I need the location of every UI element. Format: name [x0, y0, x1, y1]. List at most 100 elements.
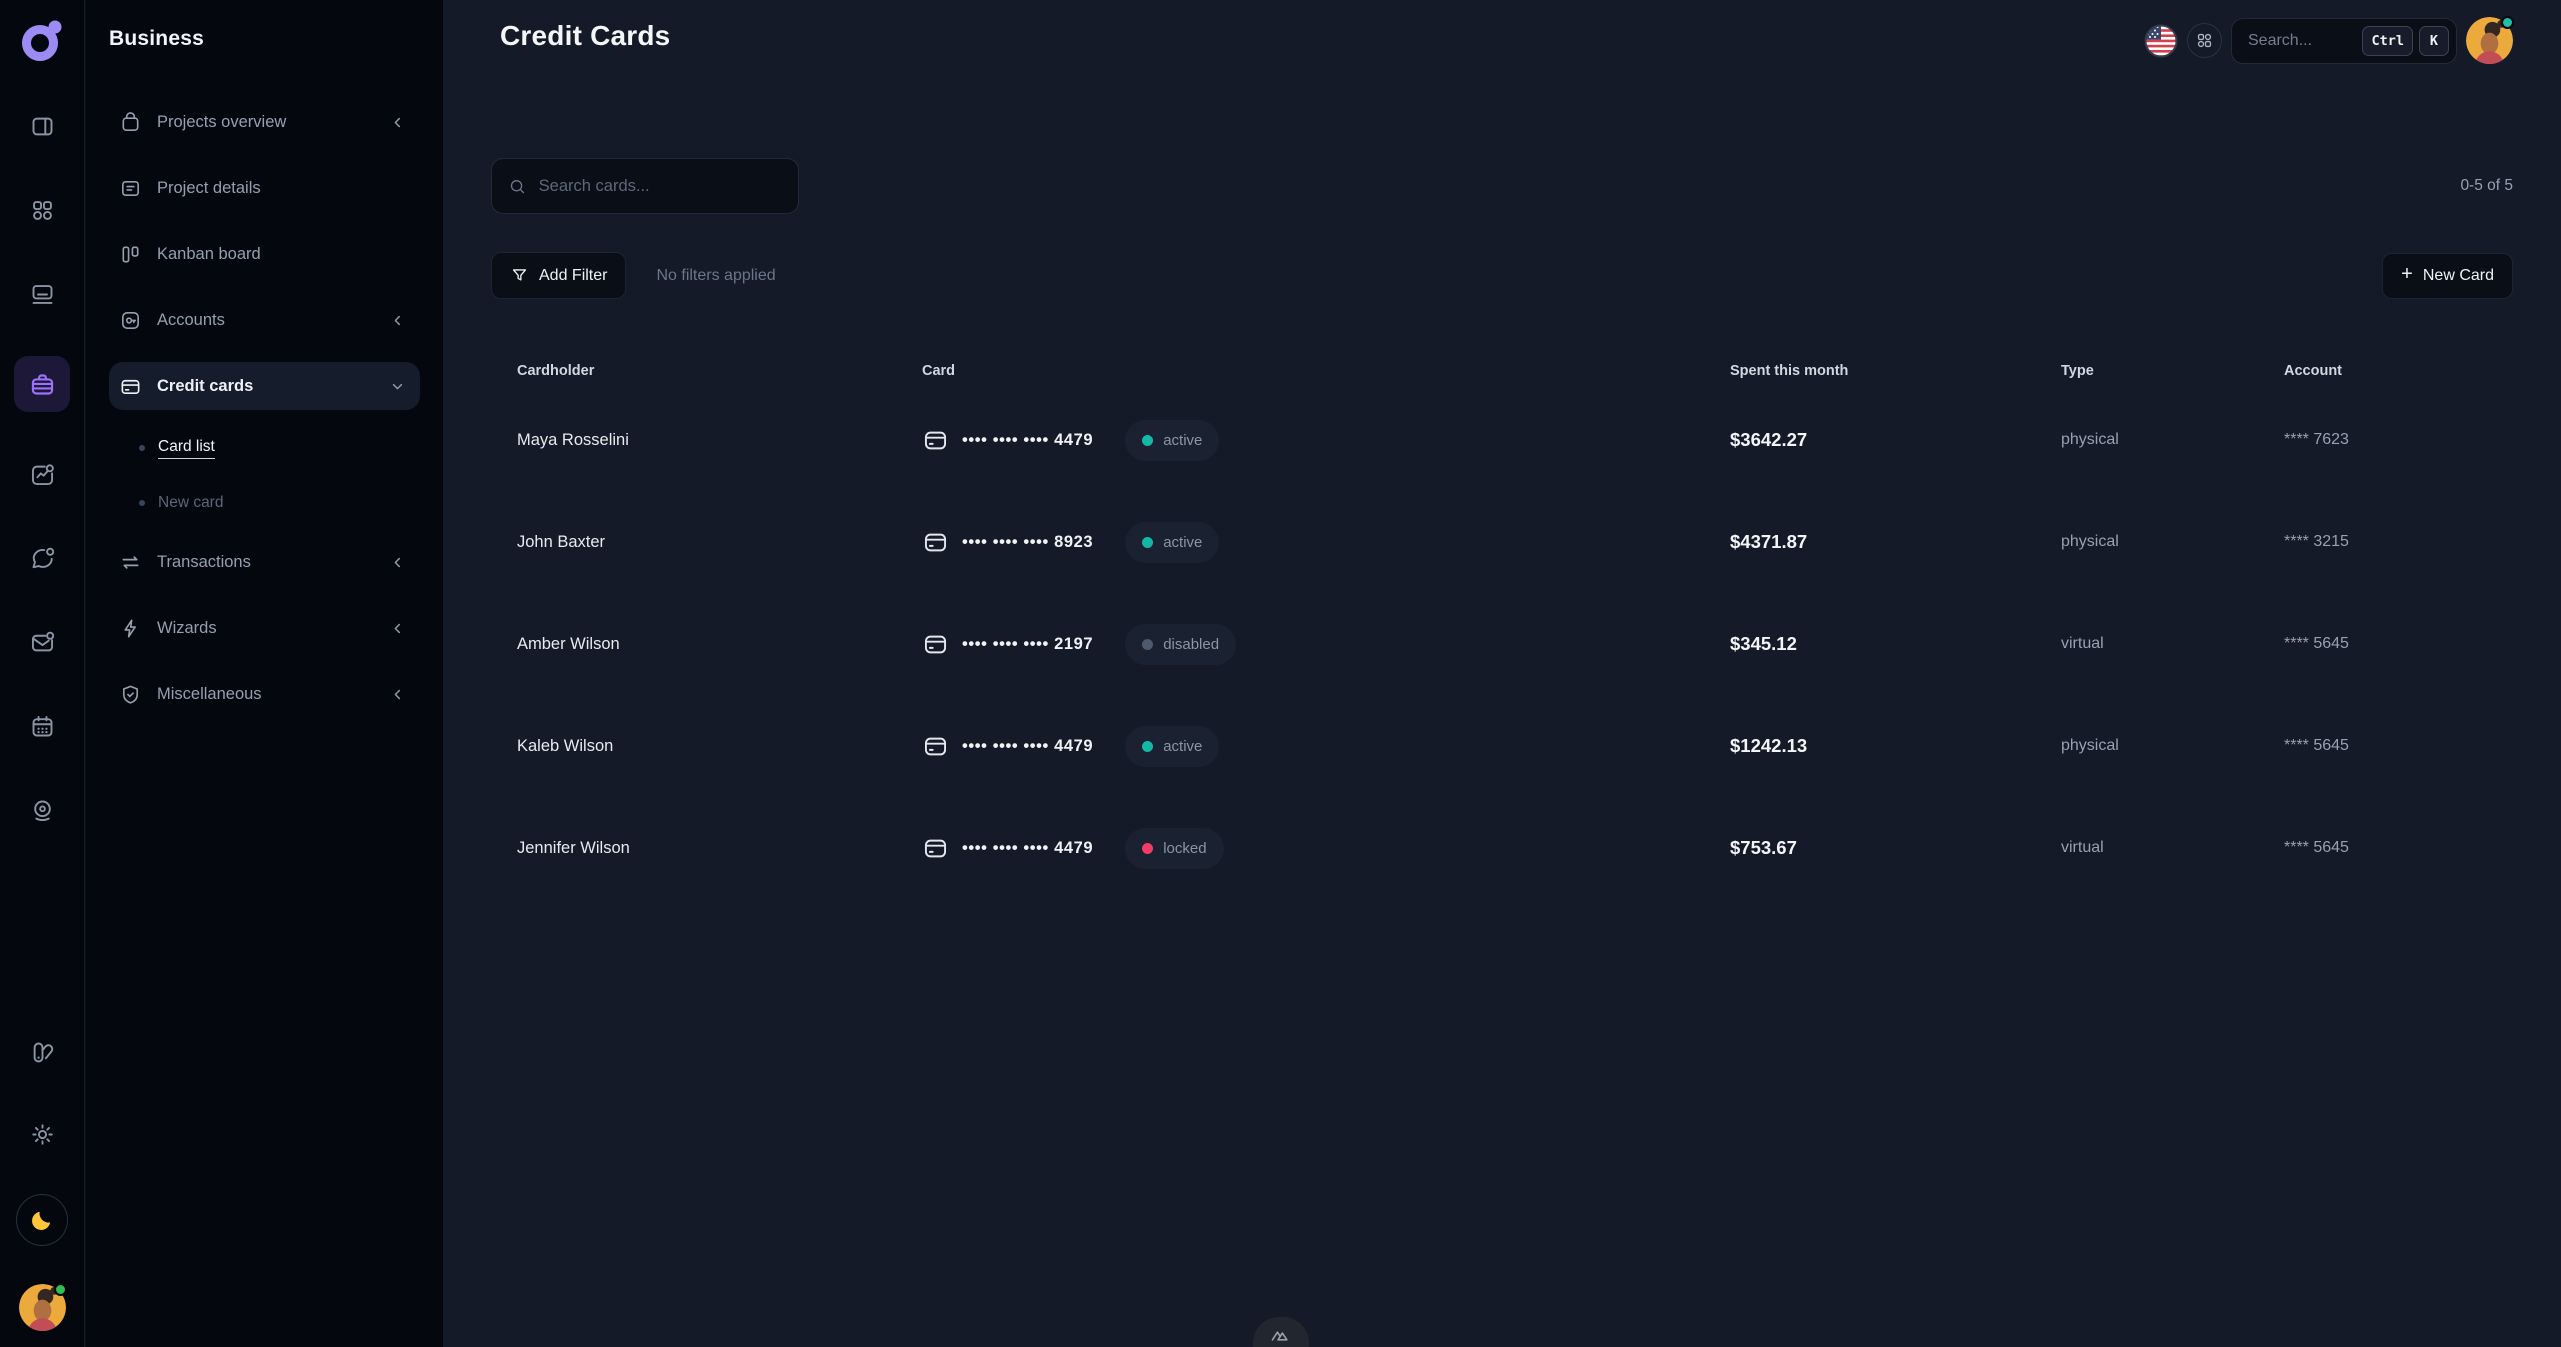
section-panel-icon[interactable] — [20, 272, 64, 316]
column-spent: Spent this month — [1730, 363, 1849, 379]
chevron-left-icon[interactable] — [389, 114, 406, 131]
icon-rail — [0, 0, 85, 1347]
credit-card-icon — [922, 835, 949, 862]
mail-icon[interactable] — [20, 620, 64, 664]
chevron-left-icon[interactable] — [389, 312, 406, 329]
theme-moon-icon[interactable] — [16, 1194, 68, 1246]
table-row[interactable]: Maya Rosselini •••• •••• •••• 4479 activ… — [491, 389, 2513, 491]
settings-gear-icon[interactable] — [20, 1112, 64, 1156]
topbar-actions: Search... Ctrl K — [2143, 16, 2514, 64]
masked-card-number: •••• •••• •••• 4479 — [962, 430, 1094, 449]
masked-card-number: •••• •••• •••• 8923 — [962, 532, 1094, 551]
column-type: Type — [2061, 363, 2094, 379]
sidebar-subitem-new-card[interactable]: New card — [109, 483, 420, 523]
key-square-icon — [122, 311, 139, 329]
briefcase-icon[interactable] — [14, 356, 70, 412]
sidebar-item-transactions[interactable]: Transactions — [109, 538, 420, 586]
apps-launcher-icon[interactable] — [2187, 23, 2222, 58]
table-row[interactable]: John Baxter •••• •••• •••• 8923 active $… — [491, 491, 2513, 593]
table-header: Cardholder Card Spent this month Type Ac… — [491, 353, 2513, 389]
webcam-icon[interactable] — [20, 788, 64, 832]
sidebar-nav: Projects overview Project details Kanban… — [109, 98, 420, 718]
spent-cell: $753.67 — [1730, 837, 1797, 858]
keycap-k: K — [2419, 25, 2449, 56]
status-badge: active — [1125, 419, 1220, 461]
sidebar-subitem-card-list[interactable]: Card list — [109, 428, 420, 468]
new-card-button[interactable]: + New Card — [2382, 252, 2513, 299]
cardholder-cell: John Baxter — [517, 532, 606, 551]
status-dot-icon — [1142, 638, 1154, 650]
status-label: locked — [1163, 839, 1207, 857]
cardholder-cell: Jennifer Wilson — [517, 838, 630, 857]
type-cell: physical — [2061, 533, 2119, 550]
status-dot-icon — [1142, 842, 1154, 854]
chat-bubble-icon[interactable] — [20, 536, 64, 580]
spent-cell: $3642.27 — [1730, 429, 1808, 450]
cardholder-cell: Kaleb Wilson — [517, 736, 614, 755]
spent-cell: $1242.13 — [1730, 735, 1808, 756]
sidebar: Business Projects overview Project detai… — [86, 0, 443, 1347]
sidebar-item-projects-overview[interactable]: Projects overview — [109, 98, 420, 146]
chevron-down-icon[interactable] — [389, 378, 406, 395]
sidebar-item-credit-cards[interactable]: Credit cards — [109, 362, 420, 410]
online-status-dot — [53, 1283, 67, 1296]
cardholder-cell: Maya Rosselini — [517, 430, 629, 449]
filters-status-text: No filters applied — [656, 266, 776, 284]
global-search-input[interactable]: Search... Ctrl K — [2231, 17, 2457, 64]
status-dot-icon — [1142, 740, 1154, 752]
sidebar-item-kanban-board[interactable]: Kanban board — [109, 230, 420, 278]
status-dot-icon — [1142, 434, 1154, 446]
type-cell: physical — [2061, 737, 2119, 754]
card-cell: •••• •••• •••• 8923 active — [922, 521, 1730, 563]
credit-card-icon — [922, 427, 949, 454]
type-cell: virtual — [2061, 839, 2104, 856]
spent-cell: $4371.87 — [1730, 531, 1808, 552]
sidebar-toggle-icon[interactable] — [20, 104, 64, 148]
apps-grid-icon[interactable] — [20, 188, 64, 232]
shield-check-icon — [122, 685, 139, 704]
online-status-dot — [2501, 16, 2514, 29]
add-filter-button[interactable]: Add Filter — [491, 252, 627, 299]
card-cell: •••• •••• •••• 4479 active — [922, 419, 1730, 461]
mountains-logo-icon — [1271, 1331, 1288, 1341]
user-avatar[interactable] — [2466, 16, 2514, 64]
masked-card-number: •••• •••• •••• 2197 — [962, 634, 1094, 653]
masked-card-number: •••• •••• •••• 4479 — [962, 736, 1094, 755]
language-flag-icon[interactable] — [2143, 23, 2178, 58]
credit-card-icon — [922, 631, 949, 658]
chevron-left-icon[interactable] — [389, 554, 406, 571]
app-logo[interactable] — [19, 18, 65, 64]
pagination-range: 0-5 of 5 — [2460, 177, 2513, 194]
cards-toolbar: 0-5 of 5 — [491, 158, 2513, 214]
table-row[interactable]: Kaleb Wilson •••• •••• •••• 4479 active … — [491, 695, 2513, 797]
chevron-left-icon[interactable] — [389, 620, 406, 637]
rail-bottom — [16, 1030, 68, 1347]
calendar-icon[interactable] — [20, 704, 64, 748]
account-cell: **** 5645 — [2284, 839, 2349, 856]
type-cell: physical — [2061, 431, 2119, 448]
design-swatch-icon[interactable] — [20, 1030, 64, 1074]
bullet-icon — [139, 500, 145, 506]
account-cell: **** 5645 — [2284, 737, 2349, 754]
table-row[interactable]: Amber Wilson •••• •••• •••• 2197 disable… — [491, 593, 2513, 695]
sidebar-item-miscellaneous[interactable]: Miscellaneous — [109, 670, 420, 718]
user-avatar[interactable] — [18, 1283, 67, 1331]
cards-table: Cardholder Card Spent this month Type Ac… — [491, 353, 2513, 899]
card-cell: •••• •••• •••• 4479 active — [922, 725, 1730, 767]
status-badge: disabled — [1125, 623, 1237, 665]
account-cell: **** 7623 — [2284, 431, 2349, 448]
card-search-field[interactable] — [491, 158, 799, 214]
page-title: Credit Cards — [500, 20, 671, 51]
kanban-icon — [122, 245, 139, 263]
chevron-left-icon[interactable] — [389, 686, 406, 703]
card-search-input[interactable] — [538, 176, 782, 196]
analytics-icon[interactable] — [20, 452, 64, 496]
status-badge: active — [1125, 725, 1220, 767]
table-row[interactable]: Jennifer Wilson •••• •••• •••• 4479 lock… — [491, 797, 2513, 899]
status-dot-icon — [1142, 536, 1154, 548]
sidebar-item-accounts[interactable]: Accounts — [109, 296, 420, 344]
sidebar-item-wizards[interactable]: Wizards — [109, 604, 420, 652]
sidebar-item-project-details[interactable]: Project details — [109, 164, 420, 212]
column-account: Account — [2284, 363, 2342, 379]
masked-card-number: •••• •••• •••• 4479 — [962, 838, 1094, 857]
